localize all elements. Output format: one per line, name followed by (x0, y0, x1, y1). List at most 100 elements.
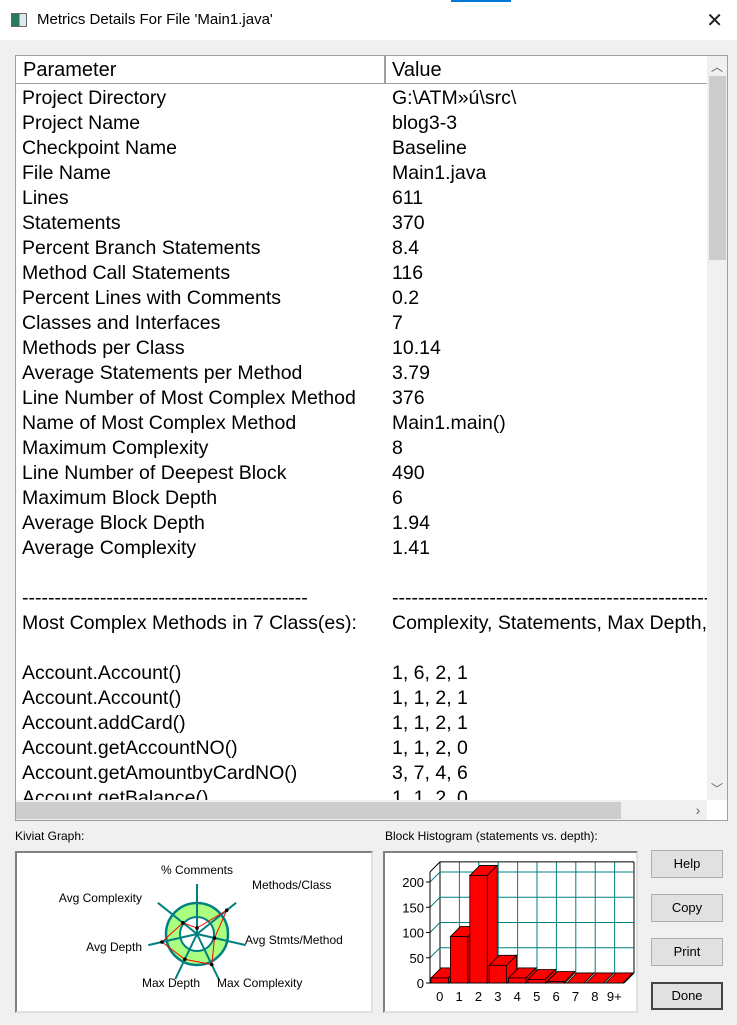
bar (546, 981, 566, 984)
value-cell: 8.4 (392, 237, 420, 259)
parameter-cell: Method Call Statements (22, 262, 231, 284)
kiviat-label: Kiviat Graph: (15, 829, 85, 843)
bar-side (603, 972, 614, 984)
value-cell: 376 (392, 387, 425, 409)
parameter-cell: Classes and Interfaces (22, 312, 221, 334)
table-row[interactable]: Classes and Interfaces 7 (16, 311, 707, 336)
table-row[interactable]: Average Block Depth 1.94 (16, 511, 707, 536)
x-tick-label: 4 (514, 989, 521, 1004)
table-row[interactable]: Account.Account() 1, 6, 2, 1 (16, 661, 707, 686)
scroll-right-icon[interactable]: › (695, 802, 701, 818)
horizontal-scrollbar[interactable]: › (16, 800, 707, 820)
value-cell: 1.94 (392, 512, 430, 534)
table-row[interactable]: Account.getBalance() 1, 1, 2, 0 (16, 786, 707, 800)
kiviat-svg: % Comments Methods/Class Avg Stmts/Method M… (59, 863, 343, 990)
value-cell: 611 (392, 187, 424, 209)
kiviat-point (209, 962, 214, 967)
table-row[interactable]: Statements 370 (16, 211, 707, 236)
table-row[interactable]: Methods per Class 10.14 (16, 336, 707, 361)
done-button[interactable]: Done (651, 982, 723, 1010)
parameter-cell: Percent Branch Statements (22, 237, 261, 259)
table-row[interactable]: Project Directory G:\ATM»ú\src\ (16, 86, 707, 111)
table-row[interactable]: Average Complexity 1.41 (16, 536, 707, 561)
window-title: Metrics Details For File 'Main1.java' (37, 11, 273, 28)
grid-line-side (429, 922, 441, 933)
kiviat-axis (174, 933, 198, 980)
value-cell: 0.2 (392, 287, 420, 309)
column-header-parameter[interactable]: Parameter (23, 59, 117, 81)
column-header-value[interactable]: Value (392, 59, 442, 81)
table-row[interactable]: Average Statements per Method 3.79 (16, 361, 707, 386)
table-row[interactable]: Most Complex Methods in 7 Class(es): Comp… (16, 611, 707, 636)
bar-top (565, 972, 596, 984)
parameter-cell: Line Number of Deepest Block (22, 462, 287, 484)
x-tick-label: 7 (572, 989, 579, 1004)
table-row[interactable]: Account.getAmountbyCardNO() 3, 7, 4, 6 (16, 761, 707, 786)
metrics-list[interactable]: Parameter Value Project Directory G:\ATM»… (15, 55, 728, 821)
bar (469, 875, 488, 984)
parameter-cell: ----------------------------------------… (22, 587, 308, 609)
table-row[interactable]: Account.getAccountNO() 1, 1, 2, 0 (16, 736, 707, 761)
table-row[interactable]: Account.addCard() 1, 1, 2, 1 (16, 711, 707, 736)
vertical-scroll-thumb[interactable] (709, 76, 726, 260)
table-row[interactable]: Line Number of Deepest Block 490 (16, 461, 707, 486)
table-row[interactable]: Name of Most Complex Method Main1.main() (16, 411, 707, 436)
bar-side (622, 972, 634, 984)
table-row[interactable]: Account.Account() 1, 1, 2, 1 (16, 686, 707, 711)
x-tick-label: 1 (455, 989, 462, 1004)
value-cell: Main1.java (392, 162, 487, 184)
kiviat-axis (196, 902, 237, 935)
table-row[interactable]: Percent Branch Statements 8.4 (16, 236, 707, 261)
scroll-up-icon[interactable]: ︿ (710, 60, 723, 74)
grid-line-side (429, 896, 441, 908)
y-tick-label: 100 (402, 926, 424, 941)
kiviat-axis-label: Max Complexity (217, 976, 302, 990)
table-row[interactable]: Maximum Complexity 8 (16, 436, 707, 461)
value-cell: Complexity, Statements, Max Depth, Calls (392, 612, 707, 634)
kiviat-axis (157, 902, 198, 935)
kiviat-point (181, 920, 185, 925)
parameter-cell: Average Block Depth (22, 512, 205, 534)
column-divider[interactable] (384, 56, 386, 84)
table-row[interactable]: File Name Main1.java (16, 161, 707, 186)
list-rows: Project Directory G:\ATM»ú\src\ Project Na… (16, 86, 707, 800)
scroll-down-icon[interactable]: ﹀ (710, 782, 723, 796)
close-icon[interactable]: ✕ (706, 10, 723, 32)
bar (527, 979, 546, 984)
value-cell: 8 (392, 437, 403, 459)
kiviat-point (195, 926, 199, 930)
bar (508, 977, 527, 984)
table-row[interactable] (16, 636, 707, 661)
floor-side-line (623, 972, 635, 984)
horizontal-scroll-thumb[interactable] (16, 802, 621, 819)
parameter-cell: Methods per Class (22, 337, 185, 359)
kiviat-axis (148, 933, 198, 947)
table-row[interactable]: Method Call Statements 116 (16, 261, 707, 286)
value-cell: 1, 1, 2, 0 (392, 737, 468, 759)
kiviat-point (160, 940, 164, 944)
table-row[interactable]: Lines 611 (16, 186, 707, 211)
table-row[interactable]: Project Name blog3-3 (16, 111, 707, 136)
print-button[interactable]: Print (651, 938, 723, 966)
table-row[interactable]: Line Number of Most Complex Method 376 (16, 386, 707, 411)
parameter-cell: Checkpoint Name (22, 137, 177, 159)
kiviat-axis-label: % Comments (161, 863, 233, 877)
value-cell: ----------------------------------------… (392, 587, 707, 609)
table-row[interactable]: Maximum Block Depth 6 (16, 486, 707, 511)
table-row[interactable]: Checkpoint Name Baseline (16, 136, 707, 161)
parameter-cell: Maximum Block Depth (22, 487, 218, 509)
value-cell: Main1.main() (392, 412, 506, 434)
bar (450, 936, 469, 984)
value-cell: 370 (392, 212, 425, 234)
parameter-cell: Account.getAccountNO() (22, 737, 238, 759)
table-row[interactable] (16, 561, 707, 586)
value-cell: blog3-3 (392, 112, 458, 134)
table-row[interactable]: Percent Lines with Comments 0.2 (16, 286, 707, 311)
parameter-cell: Account.Account() (22, 662, 182, 684)
vertical-scrollbar[interactable]: ︿ ﹀ (707, 56, 727, 800)
x-tick-label: 2 (475, 989, 482, 1004)
copy-button[interactable]: Copy (651, 894, 723, 922)
table-row[interactable]: ----------------------------------------… (16, 586, 707, 611)
help-button[interactable]: Help (651, 850, 723, 878)
